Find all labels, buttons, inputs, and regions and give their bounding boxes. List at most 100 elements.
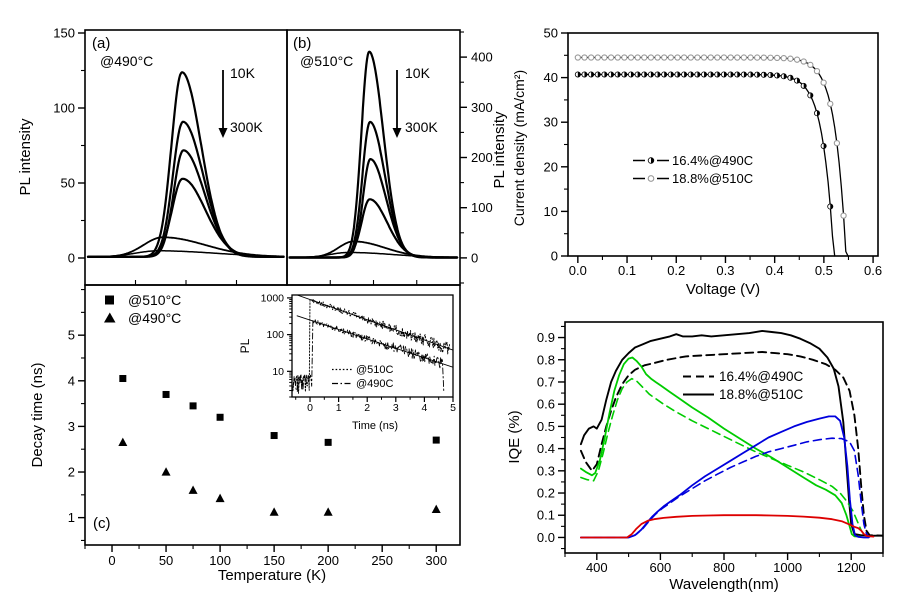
legend-square-icon xyxy=(105,295,114,305)
tick-label: 1 xyxy=(68,510,75,525)
open-circle-marker xyxy=(820,79,827,86)
iqe-plot: 0.0 0.1 0.2 0.3 0.4 0.5 0.6 0.7 0.8 0.9 400 600 800 1… xyxy=(537,321,884,575)
open-circle-marker xyxy=(641,54,648,61)
tick-label: 4 xyxy=(68,373,75,388)
tick-label: 40 xyxy=(544,70,558,85)
tick-label: 2 xyxy=(364,402,370,414)
tick-label: 0.0 xyxy=(569,263,587,278)
tick-label: 0 xyxy=(68,251,75,266)
open-circle-marker xyxy=(601,54,608,61)
half-filled-marker xyxy=(743,71,747,78)
half-filled-marker xyxy=(650,71,654,78)
decay-point-510 xyxy=(119,375,127,383)
tick-label: 3 xyxy=(68,419,75,434)
panel-a-label: (a) xyxy=(92,35,110,52)
tick-label: 400 xyxy=(586,560,608,575)
open-circle-marker xyxy=(594,54,601,61)
half-filled-marker xyxy=(723,71,727,78)
half-filled-marker xyxy=(651,157,654,164)
open-circle-marker xyxy=(760,54,767,61)
open-circle-marker xyxy=(587,54,595,61)
half-filled-marker xyxy=(597,71,601,78)
tick-label: 200 xyxy=(317,553,339,568)
tick-label: 250 xyxy=(371,553,393,568)
tick-label: 400 xyxy=(471,50,493,65)
open-circle-marker xyxy=(687,54,694,61)
open-circle-marker xyxy=(574,54,581,61)
half-filled-marker xyxy=(830,203,833,210)
tick-label: 150 xyxy=(263,553,285,568)
tick-label: 50 xyxy=(61,176,75,191)
tick-label: 0.9 xyxy=(537,330,555,345)
half-filled-marker xyxy=(783,73,787,79)
tick-label: 1 xyxy=(336,402,342,414)
decay-point-510 xyxy=(162,390,170,398)
iqe-curve xyxy=(580,415,870,539)
half-filled-marker xyxy=(644,71,647,78)
arrow-head xyxy=(392,128,402,138)
open-circle-marker xyxy=(581,54,588,61)
panel-b-plot: 0 100 200 300 400 xyxy=(286,29,493,286)
decay-y-axis-title: Decay time (ns) xyxy=(29,362,46,467)
half-filled-marker xyxy=(803,83,807,89)
panel-b-arrow-top-label: 10K xyxy=(405,65,431,81)
tick-label: 0.1 xyxy=(618,263,636,278)
tick-label: 1000 xyxy=(773,560,802,575)
inset-clipped-content xyxy=(292,295,453,394)
open-circle-marker xyxy=(694,54,701,61)
pl-spectrum-curve xyxy=(87,236,285,258)
decay-inset-plot: 10 100 1000 0 1 2 3 4 5 xyxy=(261,292,456,414)
tick-label: 4 xyxy=(421,402,427,414)
panel-b-annotation: @510°C xyxy=(300,53,353,69)
half-filled-marker xyxy=(690,71,694,78)
tick-label: 0 xyxy=(307,402,313,414)
tick-label: 0.4 xyxy=(766,263,784,278)
half-filled-marker xyxy=(664,71,667,78)
half-filled-marker xyxy=(677,71,681,78)
half-filled-marker xyxy=(737,71,740,78)
decay-point-510 xyxy=(432,436,440,444)
half-filled-marker xyxy=(730,71,734,78)
half-filled-marker xyxy=(797,78,800,84)
half-filled-marker xyxy=(577,71,581,78)
tick-label: 300 xyxy=(425,553,447,568)
open-circle-marker xyxy=(747,54,754,61)
half-filled-marker xyxy=(670,71,674,78)
tick-label: 0.2 xyxy=(537,486,555,501)
pl-spectrum-curve xyxy=(288,240,458,259)
half-filled-marker xyxy=(624,71,627,78)
tick-label: 150 xyxy=(53,26,75,41)
tick-label: 1200 xyxy=(837,560,866,575)
decay-point-510 xyxy=(216,413,224,421)
iqe-curve xyxy=(580,377,870,538)
half-filled-marker xyxy=(810,92,813,99)
open-circle-marker xyxy=(767,54,774,61)
tick-label: 5 xyxy=(68,328,75,343)
open-circle-marker xyxy=(727,54,734,61)
open-circle-marker xyxy=(754,54,761,61)
decay-point-490 xyxy=(188,485,198,494)
open-circle-marker xyxy=(634,54,641,61)
tick-label: 5 xyxy=(450,402,456,414)
tick-label: 0.3 xyxy=(537,463,555,478)
half-filled-marker xyxy=(770,72,774,78)
pl-spectrum-curve xyxy=(288,251,458,259)
half-filled-marker xyxy=(591,71,594,78)
open-circle-marker xyxy=(720,54,728,61)
half-filled-marker xyxy=(684,71,687,78)
tick-label: 0.7 xyxy=(537,374,555,389)
open-circle-marker xyxy=(621,54,628,61)
jv-plot: 0 10 20 30 40 50 0.0 0.1 0.2 0.3 0.4 0.5 0.6 xyxy=(544,26,883,279)
open-circle-marker xyxy=(647,54,655,61)
decay-point-490 xyxy=(118,437,128,446)
iqe-y-axis-title: IQE (%) xyxy=(506,410,523,463)
decay-point-490 xyxy=(215,493,225,503)
tick-label: 0.8 xyxy=(537,352,555,367)
inset-decay-trace xyxy=(292,298,451,394)
tick-label: 100 xyxy=(209,553,231,568)
half-filled-marker xyxy=(750,71,754,78)
pl-left-axis-title: PL intensity xyxy=(17,118,34,195)
